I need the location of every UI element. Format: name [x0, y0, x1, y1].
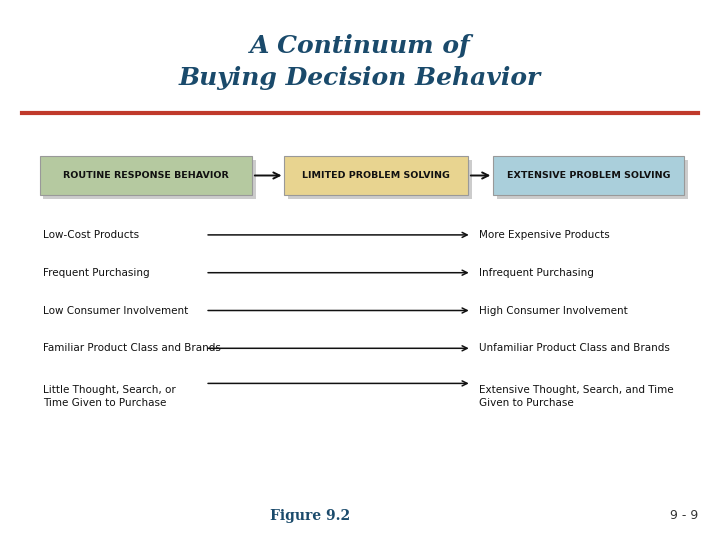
- Text: Little Thought, Search, or
Time Given to Purchase: Little Thought, Search, or Time Given to…: [43, 386, 176, 408]
- Text: Low Consumer Involvement: Low Consumer Involvement: [43, 306, 189, 315]
- Text: Unfamiliar Product Class and Brands: Unfamiliar Product Class and Brands: [479, 343, 670, 353]
- Text: Familiar Product Class and Brands: Familiar Product Class and Brands: [43, 343, 221, 353]
- Text: A Continuum of: A Continuum of: [250, 34, 470, 58]
- Text: Low-Cost Products: Low-Cost Products: [43, 230, 140, 240]
- Text: Infrequent Purchasing: Infrequent Purchasing: [479, 268, 594, 278]
- Text: LIMITED PROBLEM SOLVING: LIMITED PROBLEM SOLVING: [302, 171, 450, 180]
- Text: Extensive Thought, Search, and Time
Given to Purchase: Extensive Thought, Search, and Time Give…: [479, 386, 673, 408]
- Text: EXTENSIVE PROBLEM SOLVING: EXTENSIVE PROBLEM SOLVING: [507, 171, 670, 180]
- Text: Figure 9.2: Figure 9.2: [269, 509, 350, 523]
- Text: High Consumer Involvement: High Consumer Involvement: [479, 306, 628, 315]
- FancyBboxPatch shape: [288, 160, 472, 199]
- Text: Buying Decision Behavior: Buying Decision Behavior: [179, 66, 541, 90]
- FancyBboxPatch shape: [40, 156, 252, 195]
- Text: ROUTINE RESPONSE BEHAVIOR: ROUTINE RESPONSE BEHAVIOR: [63, 171, 229, 180]
- FancyBboxPatch shape: [493, 156, 684, 195]
- Text: Frequent Purchasing: Frequent Purchasing: [43, 268, 150, 278]
- Text: More Expensive Products: More Expensive Products: [479, 230, 610, 240]
- FancyBboxPatch shape: [284, 156, 468, 195]
- Text: 9 - 9: 9 - 9: [670, 509, 698, 522]
- FancyBboxPatch shape: [43, 160, 256, 199]
- FancyBboxPatch shape: [497, 160, 688, 199]
